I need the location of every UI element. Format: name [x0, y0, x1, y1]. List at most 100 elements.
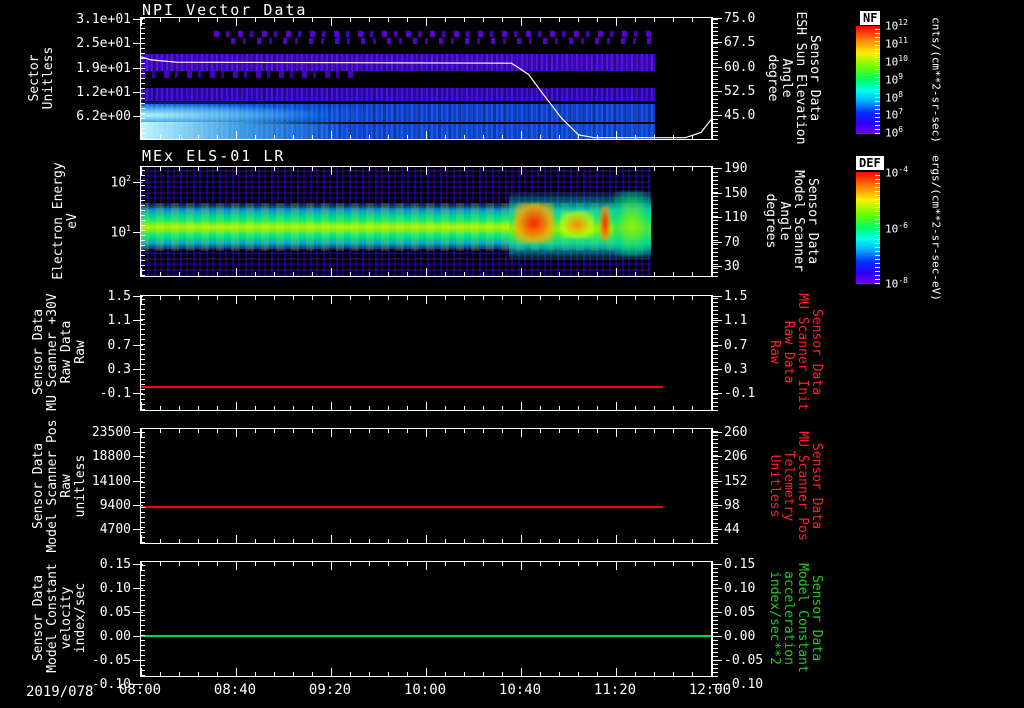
tick-label: -0.05 [711, 653, 764, 668]
axis-title-line: Raw [73, 340, 88, 364]
tick-label: 0.10 [711, 581, 756, 596]
axis-title-line: unitless [73, 454, 88, 518]
tick-label: 52.5 [711, 83, 756, 99]
tick-label: 11:20 [593, 682, 637, 698]
axis-title-line: Sensor Data [809, 442, 824, 530]
tick-label: 3.1e+01 [76, 12, 143, 27]
axis-title-line: index/sec**2 [767, 571, 782, 665]
model-scanner-pos-panel [140, 428, 712, 544]
panel2-right-axis [712, 166, 720, 277]
nf-colorbar [856, 26, 880, 134]
tick-label: 0.7 [711, 337, 748, 353]
def-colorbar-units: ergs/(cm**2-sr-sec-eV) [929, 155, 943, 301]
els-feature-layer [141, 167, 711, 276]
axis-title-line: velocity [59, 586, 74, 650]
axis-title-line: Telemetry [781, 450, 796, 522]
panel2-right-tick-labels: 190 150 110 70 30 [711, 161, 774, 273]
tick-label: 0.3 [107, 361, 144, 377]
tick-label: 0.15 [711, 557, 756, 572]
panel3-left-tick-labels: 1.5 1.1 0.7 0.3 -0.1 [55, 290, 144, 401]
tick-label: 60.0 [711, 59, 756, 75]
mu-scanner-30v-trace [141, 385, 663, 388]
y-minor-ticks [141, 562, 145, 676]
tick-label: 108 [885, 89, 904, 105]
els-enhancement-blob [514, 202, 555, 244]
tick-label: 9400 [99, 497, 144, 513]
y-minor-ticks [141, 167, 145, 276]
tick-label: 0.00 [99, 629, 144, 644]
npi-band-sector16-speckle [141, 71, 356, 78]
tick-label: 0.05 [711, 605, 756, 620]
def-colorbar [856, 172, 880, 284]
tick-label: 1.5 [711, 289, 748, 304]
tick-label: 75.0 [711, 11, 756, 26]
model-constant-velocity-panel [140, 561, 712, 677]
x-major-ticks [141, 429, 711, 437]
tick-label: 1011 [885, 35, 908, 51]
tick-label: 109 [885, 71, 904, 87]
panel4-left-axis-title: Sensor Data Model Scanner Pos Raw unitless [31, 419, 88, 552]
tick-label: 260 [711, 425, 748, 440]
tick-label: 10-8 [885, 276, 908, 291]
tick-label: 6.2e+00 [76, 109, 143, 124]
axis-title-line: Raw Data [59, 320, 74, 384]
npi-cyan-wedge-upper [141, 102, 391, 124]
axis-title-line: Model Scanner [791, 170, 806, 272]
npi-band-sector11 [141, 88, 655, 101]
panel3-left-axis-title: Sensor Data MU Scanner +30V Raw Data Raw [31, 293, 88, 411]
npi-band-sector25-row1 [205, 31, 655, 37]
tick-label: 14100 [91, 473, 144, 489]
x-minor-ticks [141, 562, 711, 566]
panel3-right-tick-labels: 1.5 1.1 0.7 0.3 -0.1 [711, 289, 774, 400]
axis-title-line: degrees [763, 193, 778, 249]
tick-label: 10-4 [885, 165, 908, 180]
panel4-right-axis [712, 428, 720, 544]
x-axis-tick-labels: 08:00 08:40 09:20 10:00 10:40 11:20 12:00 [118, 682, 732, 698]
axis-title-line: Raw [767, 340, 782, 364]
tick-label: 09:20 [308, 682, 352, 698]
panel4-left-tick-labels: 23500 18800 14100 9400 4700 [55, 426, 144, 536]
npi-band-sector25-row2 [231, 38, 655, 44]
tick-label: 150 [711, 185, 748, 201]
axis-title-line: Model Constant [795, 563, 810, 673]
tick-label: 45.0 [711, 108, 756, 123]
axis-title-line: Raw [59, 474, 74, 498]
panel1-left-axis-title: Sector Unitless [27, 47, 56, 110]
mu-scanner-30v-panel [140, 295, 712, 411]
y-minor-ticks [141, 296, 145, 410]
panel1-left-tick-labels: 3.1e+01 2.5e+01 1.9e+01 1.2e+01 6.2e+00 [55, 12, 143, 124]
tick-label: -0.10 [91, 677, 144, 692]
tick-label: 190 [711, 161, 748, 176]
model-scanner-pos-trace [141, 506, 663, 509]
tick-label: 206 [711, 449, 748, 465]
tick-label: 0.10 [99, 581, 144, 596]
panel5-left-axis-title: Sensor Data Model Constant velocity index/s… [31, 563, 88, 673]
tick-label: -0.10 [711, 677, 764, 692]
axis-title-line: Sensor Data [809, 574, 824, 662]
axis-title-line: Sensor Data [809, 308, 824, 396]
els-enhancement-blob [612, 190, 652, 257]
panel1-right-axis [712, 17, 720, 140]
x-major-ticks [141, 535, 711, 543]
panel1-right-axis-title: Sensor Data ESH Sun Elevation Angle degree [765, 11, 822, 144]
tick-label: 0.15 [99, 557, 144, 572]
panel4-right-tick-labels: 260 206 152 98 44 [711, 425, 774, 536]
x-major-ticks [141, 562, 711, 570]
panel5-right-axis [712, 561, 720, 677]
x-major-ticks [141, 668, 711, 676]
def-colorbar-label: DEF [856, 156, 884, 170]
tick-label: 102 [110, 174, 144, 191]
tick-label: 1.2e+01 [76, 84, 143, 100]
axis-title-line: Unitless [767, 454, 782, 518]
tick-label: 70 [712, 234, 740, 250]
def-colorbar-ticks: 10-4 10-6 10-8 [885, 165, 927, 291]
tick-label: 0.00 [711, 629, 756, 644]
els-spectrogram-panel [140, 166, 712, 277]
tick-label: -0.1 [99, 386, 144, 401]
tick-label: 08:40 [213, 682, 257, 698]
y-minor-ticks [141, 18, 145, 139]
tick-label: 152 [711, 473, 748, 489]
axis-title-line: MU Scanner +30V [45, 293, 60, 411]
axis-title-line: Sensor Data [31, 308, 46, 396]
